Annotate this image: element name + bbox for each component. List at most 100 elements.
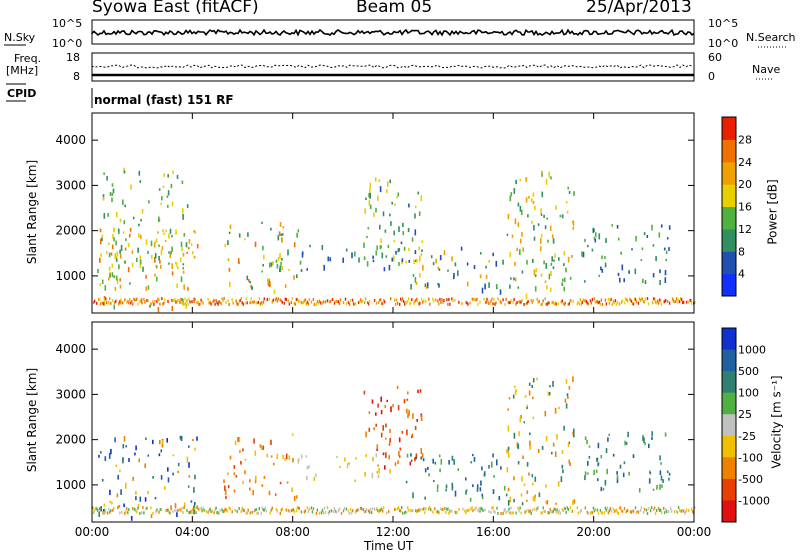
ground-cell-velocity	[290, 509, 293, 513]
data-cell-velocity	[470, 461, 473, 464]
ground-cell-power	[127, 299, 129, 303]
data-cell-velocity	[262, 445, 265, 450]
ground-cell-power	[610, 297, 613, 301]
data-cell-velocity	[573, 428, 575, 435]
ground-cell-velocity	[438, 511, 440, 515]
ground-cell-velocity	[177, 509, 179, 512]
data-cell-power	[374, 177, 377, 182]
ground-cell-velocity	[152, 511, 154, 515]
ground-cell-velocity	[636, 509, 639, 513]
ground-cell-velocity	[675, 510, 678, 513]
ground-cell-velocity	[108, 507, 110, 511]
data-cell-power	[183, 284, 185, 290]
data-cell-velocity	[385, 452, 387, 459]
ground-cell-power	[414, 300, 416, 304]
data-cell-power	[391, 257, 394, 262]
ground-cell-velocity	[183, 506, 185, 510]
ground-cell-velocity	[361, 507, 364, 511]
cpid-label: CPID	[7, 87, 37, 100]
data-cell-power	[641, 247, 644, 251]
data-cell-velocity	[507, 408, 509, 411]
data-cell-power	[145, 239, 148, 245]
ground-cell-velocity	[322, 511, 325, 515]
data-cell-velocity	[534, 495, 536, 502]
ground-cell-power	[585, 300, 587, 304]
data-cell-velocity	[406, 398, 409, 401]
ground-cell-velocity	[404, 511, 406, 515]
ground-cell-power	[626, 299, 629, 303]
data-cell-velocity	[531, 474, 534, 478]
ground-cell-power	[144, 300, 146, 304]
data-cell-velocity	[120, 489, 122, 495]
ground-cell-power	[546, 302, 548, 306]
ground-cell-velocity	[626, 509, 629, 512]
ground-cell-power	[163, 301, 165, 305]
data-cell-power	[119, 218, 122, 223]
ground-cell-power	[599, 302, 602, 306]
noise-right-top-tick: 10^5	[708, 17, 739, 30]
data-cell-power	[619, 277, 621, 283]
ground-cell-velocity	[558, 509, 560, 513]
data-cell-power	[276, 263, 279, 269]
data-cell-velocity	[254, 450, 257, 456]
ground-cell-velocity	[550, 510, 552, 514]
ground-cell-power	[409, 302, 411, 306]
data-cell-power	[561, 282, 563, 286]
ground-cell-power	[115, 299, 117, 303]
data-cell-velocity	[276, 453, 279, 460]
data-cell-velocity	[476, 489, 479, 492]
data-cell-power	[191, 251, 194, 255]
data-cell-power	[502, 259, 504, 265]
ground-cell-velocity	[580, 508, 582, 512]
ground-cell-power	[544, 297, 546, 301]
ground-cell-power	[618, 302, 621, 306]
data-cell-power	[634, 268, 637, 275]
ground-cell-velocity	[292, 508, 295, 512]
ground-cell-velocity	[481, 507, 483, 511]
ground-cell-power	[361, 299, 364, 303]
data-cell-velocity	[473, 456, 476, 462]
data-cell-velocity	[528, 472, 530, 476]
data-cell-velocity	[406, 453, 409, 458]
ground-cell-velocity	[477, 509, 479, 513]
data-cell-velocity	[420, 415, 423, 421]
ground-cell-velocity	[616, 510, 619, 514]
data-cell-velocity	[376, 470, 379, 474]
data-cell-power	[600, 266, 602, 271]
ground-cell-power	[397, 301, 399, 305]
ground-cell-power	[614, 299, 617, 303]
data-cell-power	[584, 238, 586, 243]
data-cell-power	[111, 263, 114, 268]
data-cell-power	[123, 170, 126, 174]
data-cell-power	[107, 213, 109, 217]
ground-cell-velocity	[415, 509, 417, 513]
ground-cell-power	[139, 300, 141, 304]
data-cell-power	[176, 174, 179, 179]
data-cell-power	[488, 259, 490, 263]
ground-cell-velocity	[503, 508, 505, 512]
ground-cell-power	[675, 297, 678, 301]
data-cell-power	[282, 226, 285, 229]
data-cell-power	[519, 179, 521, 182]
data-cell-power	[139, 263, 142, 269]
ground-cell-velocity	[449, 509, 451, 513]
ground-cell-power	[150, 302, 152, 306]
ground-cell-velocity	[174, 509, 176, 512]
ground-cell-velocity	[586, 510, 588, 514]
ground-cell-velocity	[234, 508, 236, 512]
ground-cell-velocity	[543, 509, 545, 513]
ground-cell-velocity	[201, 509, 203, 513]
data-cell-power	[601, 255, 603, 260]
ground-cell-power	[135, 298, 137, 302]
ground-cell-power	[660, 303, 663, 306]
data-cell-power	[532, 258, 534, 263]
data-cell-power	[551, 234, 554, 239]
ground-cell-power	[395, 302, 397, 306]
data-cell-power	[103, 213, 106, 219]
data-cell-power	[567, 186, 569, 190]
ground-cell-power	[188, 297, 190, 301]
ground-cell-power	[640, 297, 643, 301]
ground-cell-velocity	[335, 510, 338, 514]
ground-cell-velocity	[303, 510, 306, 514]
ground-cell-power	[637, 301, 640, 305]
